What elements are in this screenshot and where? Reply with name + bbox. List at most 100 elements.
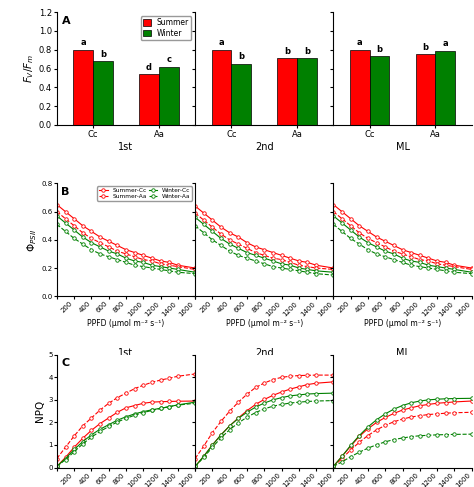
Summer-Cc <box>296 258 301 264</box>
Winter-Aa <box>452 269 457 275</box>
Winter-Cc <box>330 213 336 219</box>
Winter-Cc <box>166 265 172 271</box>
Line: Summer-Aa: Summer-Aa <box>55 210 197 271</box>
Summer-Aa <box>71 223 77 229</box>
Winter-Aa <box>383 254 388 260</box>
Bar <box>370 56 389 125</box>
Winter-Cc <box>270 258 276 264</box>
Legend: Summer, Winter: Summer, Winter <box>141 16 191 40</box>
Winter-Aa <box>348 236 354 242</box>
Summer-Aa <box>356 230 362 236</box>
Summer-Cc <box>356 223 362 229</box>
Text: b: b <box>100 50 106 58</box>
Summer-Cc <box>469 265 474 271</box>
Summer-Cc <box>236 234 241 240</box>
Summer-Cc <box>305 260 310 265</box>
Winter-Aa <box>330 272 336 278</box>
Winter-Cc <box>400 255 405 261</box>
Winter-Cc <box>365 240 371 245</box>
Summer-Aa <box>400 251 405 257</box>
Winter-Cc <box>192 214 198 220</box>
Summer-Cc <box>71 216 77 222</box>
Summer-Cc <box>132 250 137 256</box>
Text: a: a <box>219 38 224 47</box>
Winter-Cc <box>348 227 354 233</box>
Summer-Cc <box>408 250 414 256</box>
Winter-Aa <box>391 257 397 262</box>
Summer-Cc <box>313 262 319 268</box>
Winter-Cc <box>115 251 120 257</box>
Summer-Aa <box>54 209 60 215</box>
Line: Summer-Aa: Summer-Aa <box>332 210 474 271</box>
Winter-Cc <box>443 265 448 271</box>
Winter-Cc <box>330 269 336 275</box>
Summer-Aa <box>175 263 181 269</box>
Summer-Cc <box>54 202 60 207</box>
Winter-Cc <box>201 222 207 227</box>
Winter-Aa <box>123 260 129 265</box>
Summer-Aa <box>434 261 440 267</box>
Legend: Summer-Cc, Summer-Aa, Winter-Cc, Winter-Aa: Summer-Cc, Summer-Aa, Winter-Cc, Winter-… <box>97 187 192 201</box>
Summer-Aa <box>365 236 371 242</box>
Bar <box>297 58 317 125</box>
Winter-Aa <box>218 243 224 248</box>
Winter-Aa <box>89 247 94 253</box>
Winter-Aa <box>132 262 137 268</box>
Summer-Cc <box>63 209 68 215</box>
Summer-Aa <box>408 254 414 260</box>
Summer-Aa <box>374 240 379 245</box>
Summer-Cc <box>279 252 284 258</box>
Winter-Cc <box>106 248 111 254</box>
Winter-Aa <box>408 262 414 268</box>
Line: Summer-Cc: Summer-Cc <box>332 203 474 270</box>
Summer-Aa <box>97 240 103 245</box>
Winter-Cc <box>158 263 164 269</box>
Winter-Cc <box>469 269 474 275</box>
Winter-Cc <box>192 269 198 275</box>
Summer-Cc <box>391 243 397 248</box>
Summer-Cc <box>374 234 379 240</box>
Summer-Aa <box>166 262 172 268</box>
Winter-Aa <box>374 251 379 257</box>
Summer-Aa <box>106 244 111 250</box>
Winter-Cc <box>287 262 293 268</box>
Winter-Aa <box>417 263 423 269</box>
Summer-Aa <box>287 260 293 265</box>
Winter-Aa <box>426 265 431 271</box>
Bar <box>73 50 93 125</box>
Summer-Aa <box>192 266 198 272</box>
Summer-Cc <box>201 210 207 216</box>
Text: C: C <box>61 358 69 368</box>
Line: Winter-Cc: Winter-Cc <box>193 216 335 274</box>
Summer-Cc <box>192 265 198 271</box>
Winter-Aa <box>149 265 155 271</box>
Summer-Aa <box>279 257 284 262</box>
X-axis label: 1st: 1st <box>118 142 134 151</box>
Summer-Cc <box>287 255 293 261</box>
Winter-Aa <box>279 265 284 271</box>
X-axis label: PPFD (μmol m⁻² s⁻¹): PPFD (μmol m⁻² s⁻¹) <box>226 318 303 328</box>
Winter-Cc <box>54 213 60 219</box>
Winter-Aa <box>54 222 60 227</box>
Text: B: B <box>61 187 69 197</box>
Summer-Cc <box>106 238 111 244</box>
X-axis label: 2nd: 2nd <box>255 142 273 151</box>
Winter-Cc <box>71 227 77 233</box>
Summer-Cc <box>330 265 336 271</box>
X-axis label: PPFD (μmol m⁻² s⁻¹): PPFD (μmol m⁻² s⁻¹) <box>87 318 164 328</box>
Text: a: a <box>357 38 363 47</box>
Text: b: b <box>284 47 290 56</box>
Winter-Cc <box>313 268 319 274</box>
Bar <box>436 51 455 125</box>
Winter-Aa <box>270 263 276 269</box>
Winter-Aa <box>158 266 164 272</box>
Summer-Aa <box>89 236 94 242</box>
Winter-Cc <box>210 228 215 234</box>
Summer-Aa <box>313 265 319 271</box>
Winter-Cc <box>408 258 414 264</box>
Winter-Cc <box>417 260 423 265</box>
Summer-Aa <box>192 210 198 216</box>
Summer-Aa <box>296 262 301 268</box>
Bar <box>139 74 159 125</box>
Text: d: d <box>146 63 152 72</box>
